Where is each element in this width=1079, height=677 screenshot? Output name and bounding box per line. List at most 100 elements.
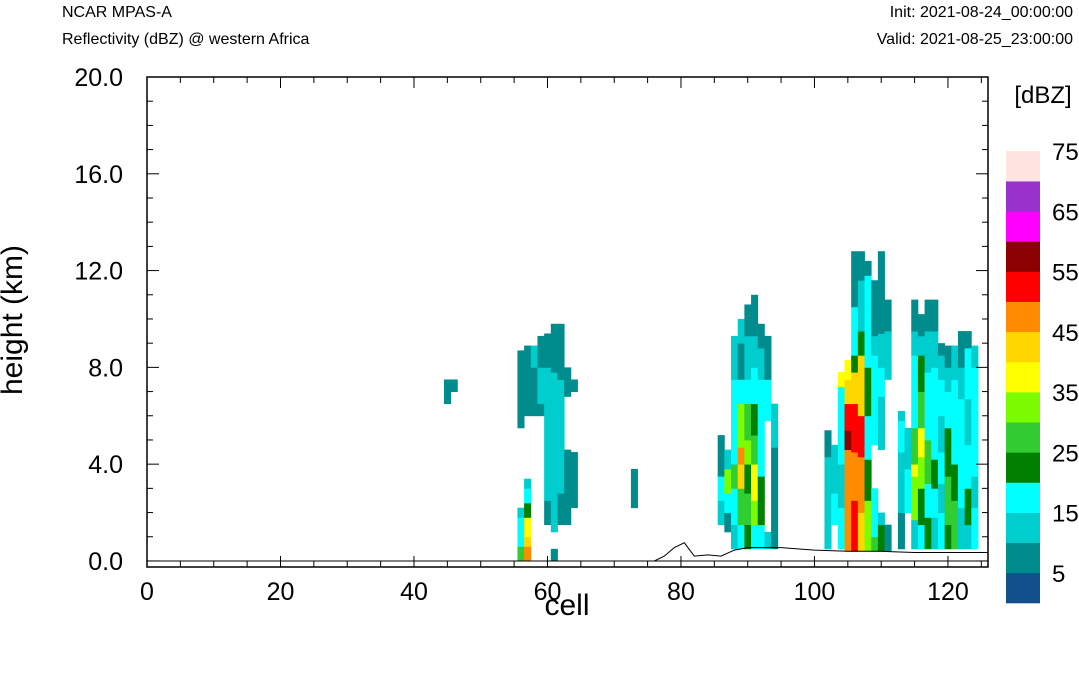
colorbar-swatch [1006, 241, 1040, 272]
reflectivity-cell [851, 355, 859, 373]
reflectivity-cell [837, 507, 845, 550]
reflectivity-cell [871, 415, 879, 446]
reflectivity-cell [517, 350, 525, 429]
reflectivity-cell [731, 488, 739, 526]
reflectivity-cell [937, 379, 946, 417]
reflectivity-cell [871, 306, 879, 337]
colorbar-label: 35 [1052, 380, 1079, 407]
reflectivity-cell [517, 531, 525, 547]
reflectivity-cell [737, 318, 745, 344]
reflectivity-cell [851, 452, 859, 501]
reflectivity-cell [864, 459, 872, 501]
y-axis: 0.0 4.0 8.0 12.0 16.0 20.0 [74, 64, 988, 576]
reflectivity-cell [744, 524, 752, 550]
reflectivity-cell [524, 546, 532, 562]
reflectivity-cell [544, 415, 552, 501]
colorbar-swatch [1006, 572, 1040, 604]
reflectivity-cell [864, 415, 872, 460]
reflectivity-cell [871, 536, 879, 552]
colorbar-swatch [1006, 482, 1040, 513]
y-tick-label: 0.0 [88, 548, 123, 576]
colorbar-swatch [1006, 331, 1040, 363]
x-axis-label: cell [544, 589, 589, 622]
reflectivity-cell [550, 372, 558, 429]
reflectivity-cell [837, 372, 845, 388]
reflectivity-cell [924, 331, 932, 373]
reflectivity-cell [737, 464, 745, 489]
init-time: Init: 2021-08-24_00:00:00 [889, 4, 1073, 21]
reflectivity-cell [837, 464, 845, 509]
reflectivity-cell [904, 469, 912, 513]
reflectivity-cell [857, 456, 865, 513]
reflectivity-cell [917, 427, 925, 458]
reflectivity-cell [964, 524, 972, 550]
reflectivity-cell [877, 251, 885, 315]
terrain-line [147, 542, 988, 562]
reflectivity-cell [917, 355, 925, 392]
reflectivity-cell [737, 343, 745, 380]
reflectivity-cell [844, 360, 852, 380]
reflectivity-cell [884, 331, 892, 380]
reflectivity-cell [557, 493, 565, 526]
reflectivity-cell [877, 333, 885, 368]
model-title: NCAR MPAS-A [62, 4, 172, 21]
reflectivity-cell [517, 507, 525, 518]
reflectivity-cell [897, 420, 905, 453]
reflectivity-cell [737, 488, 745, 526]
reflectivity-cell [524, 488, 532, 504]
reflectivity-cell [851, 306, 859, 356]
reflectivity-cell [764, 379, 772, 422]
reflectivity-cell [544, 333, 552, 368]
reflectivity-cell [757, 348, 765, 380]
reflectivity-cell [717, 476, 725, 501]
reflectivity-cell [744, 403, 752, 441]
colorbar-swatch [1006, 422, 1040, 453]
reflectivity-cell [744, 379, 752, 405]
reflectivity-cell [917, 524, 925, 550]
y-tick-label: 20.0 [74, 64, 123, 92]
reflectivity-cell [917, 488, 925, 526]
reflectivity-cell [744, 493, 752, 526]
reflectivity-cell [971, 507, 979, 550]
reflectivity-cell [957, 331, 966, 368]
reflectivity-cell [957, 367, 966, 400]
reflectivity-cell [550, 548, 558, 562]
reflectivity-cell [851, 403, 859, 453]
reflectivity-cell [564, 449, 572, 526]
reflectivity-cell [951, 500, 959, 550]
reflectivity-cell [537, 403, 545, 417]
reflectivity-cell [550, 323, 558, 373]
reflectivity-cell [951, 464, 959, 501]
reflectivity-cell [771, 447, 779, 550]
y-tick-label: 12.0 [74, 258, 123, 286]
reflectivity-cell [537, 335, 545, 368]
reflectivity-cell [857, 512, 865, 552]
colorbar-swatch [1006, 151, 1040, 182]
reflectivity-cell [724, 493, 732, 513]
reflectivity-cell [751, 464, 759, 501]
reflectivity-cell [751, 335, 759, 368]
reflectivity-cell [871, 488, 879, 538]
reflectivity-cell [557, 323, 565, 380]
reflectivity-cell [737, 524, 745, 550]
reflectivity-cell [931, 488, 939, 518]
reflectivity-cell [917, 335, 925, 356]
reflectivity-cell [524, 502, 532, 518]
colorbar-unit: [dBZ] [1014, 82, 1071, 109]
reflectivity-cell [871, 355, 879, 417]
reflectivity-cell [751, 500, 759, 526]
reflectivity-cell [944, 391, 952, 429]
reflectivity-cell [924, 372, 932, 405]
reflectivity-cell [857, 331, 865, 356]
reflectivity-cell [897, 452, 905, 513]
reflectivity-cell [857, 251, 865, 281]
reflectivity-cell [924, 483, 932, 518]
reflectivity-cell [971, 367, 979, 409]
reflectivity-cell [964, 398, 972, 446]
reflectivity-cell [517, 546, 525, 562]
reflectivity-cell [944, 476, 952, 526]
reflectivity-cell [757, 524, 765, 550]
reflectivity-cell [857, 280, 865, 332]
reflectivity-cell [731, 427, 739, 465]
